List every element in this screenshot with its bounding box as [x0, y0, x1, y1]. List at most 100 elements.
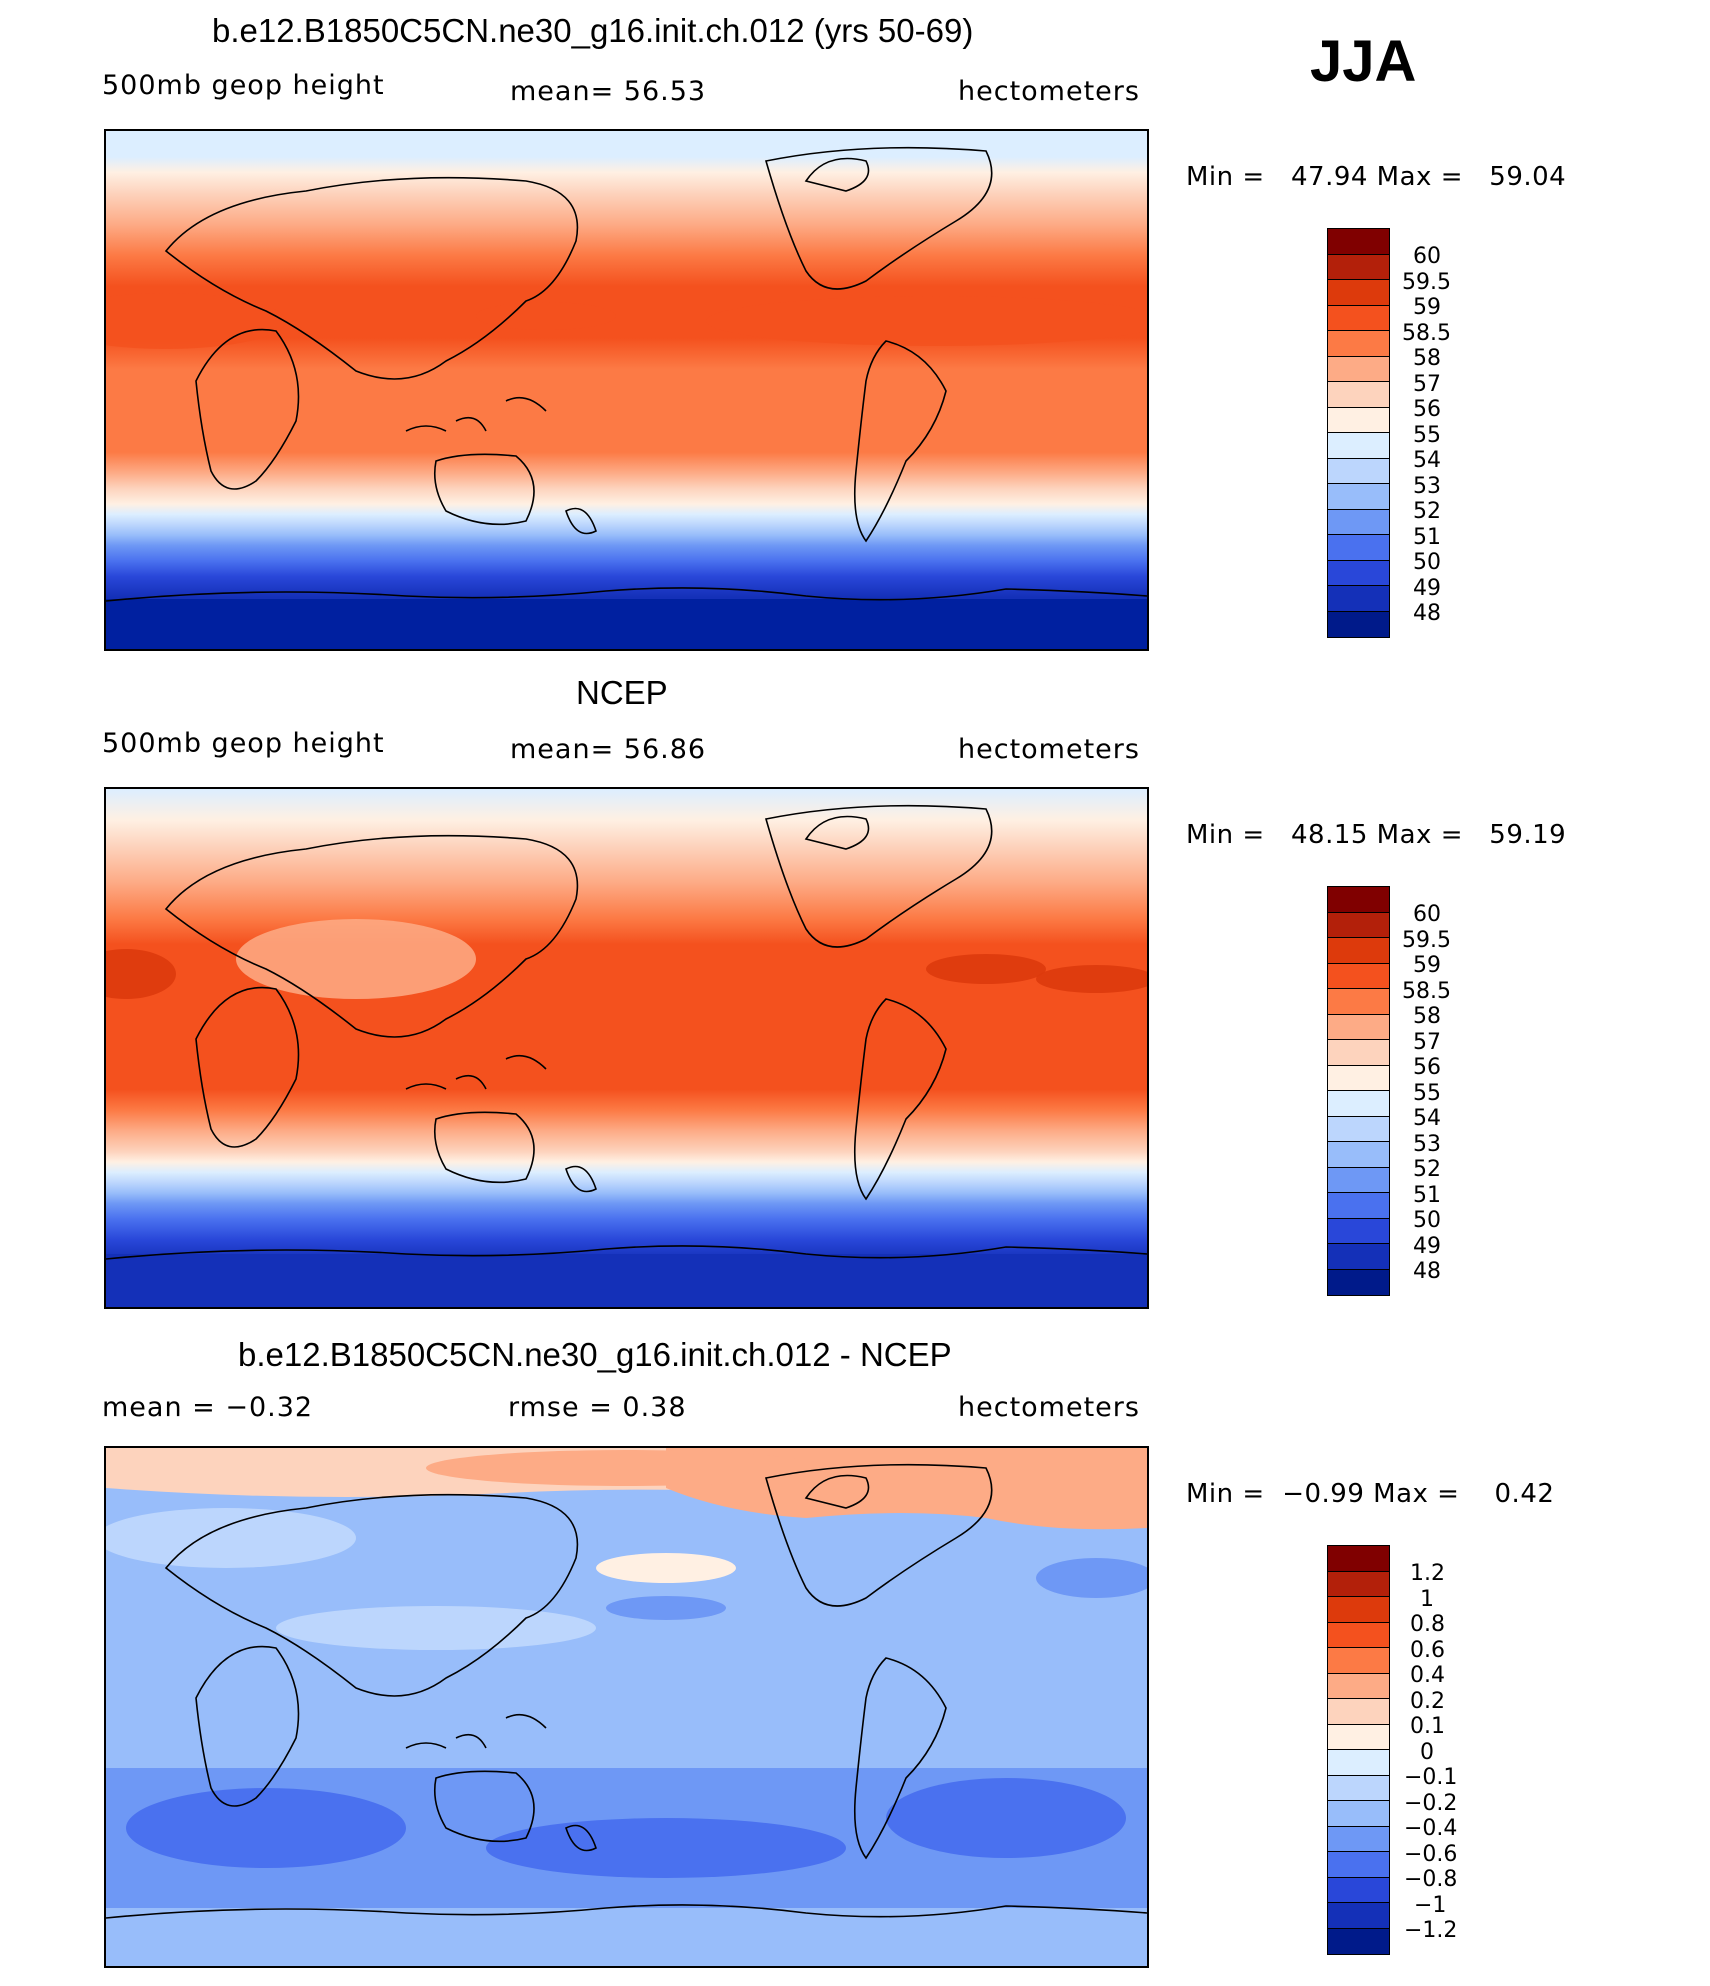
panel1-colorbar-swatch: [1328, 433, 1389, 459]
panel1-colorbar-label: 59: [1413, 295, 1441, 320]
panel3-colorbar-label: −0.4: [1404, 1816, 1458, 1841]
panel3-colorbar-swatch: [1328, 1852, 1389, 1878]
panel2-colorbar-label: 52: [1413, 1157, 1441, 1182]
panel1-colorbar-label: 48: [1413, 601, 1441, 626]
panel1-units: hectometers: [958, 76, 1140, 107]
panel2-colorbar-swatch: [1328, 1167, 1389, 1193]
panel2-map-svg: [106, 789, 1147, 1307]
panel3-colorbar-label: −0.2: [1404, 1791, 1458, 1816]
panel1-colorbar-label: 50: [1413, 550, 1441, 575]
panel1-colorbar-swatch: [1328, 611, 1389, 637]
panel3-colorbar-label: 0: [1420, 1740, 1434, 1765]
panel3-colorbar-swatch: [1328, 1699, 1389, 1725]
panel1-colorbar-swatch: [1328, 458, 1389, 484]
panel2-colorbar-label: 58: [1413, 1004, 1441, 1029]
panel3-colorbar-swatch: [1328, 1724, 1389, 1750]
panel3-colorbar-label: 1: [1420, 1587, 1434, 1612]
panel2-colorbar-swatch: [1328, 1193, 1389, 1219]
panel3-colorbar-label: −0.1: [1404, 1765, 1458, 1790]
panel1-colorbar-swatch: [1328, 229, 1389, 255]
panel3-colorbar-label: 1.2: [1410, 1561, 1445, 1586]
season-label: JJA: [1310, 29, 1417, 94]
panel1-colorbar-label: 57: [1413, 372, 1441, 397]
panel2-colorbar-label: 58.5: [1402, 979, 1451, 1004]
panel2-colorbar: [1327, 886, 1390, 1296]
panel2-colorbar-swatch: [1328, 1269, 1389, 1295]
panel1-colorbar-swatch: [1328, 280, 1389, 306]
panel2-colorbar-label: 55: [1413, 1081, 1441, 1106]
panel2-variable: 500mb geop height: [102, 728, 385, 759]
panel2-colorbar-label: 53: [1413, 1132, 1441, 1157]
coastlines: [106, 146, 1147, 602]
panel3-colorbar-swatch: [1328, 1546, 1389, 1572]
panel2-colorbar-swatch: [1328, 1091, 1389, 1117]
panel2-colorbar-label: 49: [1413, 1234, 1441, 1259]
panel3-colorbar-swatch: [1328, 1903, 1389, 1929]
panel2-colorbar-swatch: [1328, 1218, 1389, 1244]
panel2-colorbar-label: 48: [1413, 1259, 1441, 1284]
panel3-colorbar-label: −0.8: [1404, 1867, 1458, 1892]
panel3-colorbar-swatch: [1328, 1928, 1389, 1954]
panel1-map-svg: [106, 131, 1147, 649]
panel2-colorbar-label: 54: [1413, 1106, 1441, 1131]
panel2-colorbar-swatch: [1328, 912, 1389, 938]
panel2-colorbar-swatch: [1328, 989, 1389, 1015]
panel3-colorbar-swatch: [1328, 1826, 1389, 1852]
panel1-mean: mean= 56.53: [510, 76, 707, 107]
panel2-colorbar-label: 59.5: [1402, 928, 1451, 953]
panel2-colorbar-label: 59: [1413, 953, 1441, 978]
panel1-colorbar-label: 58: [1413, 346, 1441, 371]
panel3-colorbar-swatch: [1328, 1877, 1389, 1903]
panel3-colorbar-swatch: [1328, 1775, 1389, 1801]
panel2-colorbar-swatch: [1328, 938, 1389, 964]
panel1-colorbar-label: 54: [1413, 448, 1441, 473]
panel1-colorbar-label: 49: [1413, 576, 1441, 601]
panel3-colorbar-swatch: [1328, 1648, 1389, 1674]
panel1-colorbar-swatch: [1328, 484, 1389, 510]
coastlines: [106, 1463, 1147, 1919]
panel3-colorbar-swatch: [1328, 1571, 1389, 1597]
panel3-units: hectometers: [958, 1392, 1140, 1423]
panel1-colorbar-swatch: [1328, 382, 1389, 408]
panel3-map-svg: [106, 1448, 1147, 1966]
panel2-units: hectometers: [958, 734, 1140, 765]
panel2-minmax: Min = 48.15 Max = 59.19: [1186, 820, 1567, 850]
panel1-colorbar-label: 60: [1413, 244, 1441, 269]
panel3-colorbar-label: −0.6: [1404, 1842, 1458, 1867]
panel3-colorbar-label: 0.8: [1410, 1612, 1445, 1637]
panel3-mean: mean = −0.32: [102, 1392, 314, 1423]
panel2-colorbar-swatch: [1328, 1244, 1389, 1270]
panel2-title: NCEP: [576, 674, 668, 711]
panel3-minmax: Min = −0.99 Max = 0.42: [1186, 1479, 1555, 1509]
panel1-colorbar-swatch: [1328, 535, 1389, 561]
panel3-colorbar-label: −1: [1414, 1893, 1447, 1918]
panel3-colorbar: [1327, 1545, 1390, 1955]
panel1-title: b.e12.B1850C5CN.ne30_g16.init.ch.012 (yr…: [212, 12, 974, 49]
panel3-colorbar-swatch: [1328, 1801, 1389, 1827]
panel2-colorbar-label: 57: [1413, 1030, 1441, 1055]
panel1-colorbar-label: 56: [1413, 397, 1441, 422]
coastlines: [106, 804, 1147, 1260]
panel1-colorbar-label: 52: [1413, 499, 1441, 524]
panel2-colorbar-swatch: [1328, 963, 1389, 989]
panel3-colorbar-swatch: [1328, 1750, 1389, 1776]
panel1-variable: 500mb geop height: [102, 70, 385, 101]
panel1-colorbar-label: 59.5: [1402, 270, 1451, 295]
panel1-minmax: Min = 47.94 Max = 59.04: [1186, 162, 1567, 192]
panel2-colorbar-label: 50: [1413, 1208, 1441, 1233]
panel1-colorbar-swatch: [1328, 254, 1389, 280]
panel2-colorbar-label: 60: [1413, 902, 1441, 927]
panel1-colorbar-swatch: [1328, 356, 1389, 382]
panel2-colorbar-swatch: [1328, 1040, 1389, 1066]
panel1-colorbar-swatch: [1328, 305, 1389, 331]
panel3-colorbar-swatch: [1328, 1673, 1389, 1699]
panel1-colorbar-label: 55: [1413, 423, 1441, 448]
panel2-map: [104, 787, 1149, 1309]
panel3-colorbar-label: 0.1: [1410, 1714, 1445, 1739]
panel3-map: [104, 1446, 1149, 1968]
panel1-colorbar-label: 58.5: [1402, 321, 1451, 346]
panel1-colorbar-swatch: [1328, 331, 1389, 357]
panel3-colorbar-swatch: [1328, 1622, 1389, 1648]
panel3-colorbar-label: 0.2: [1410, 1689, 1445, 1714]
panel2-colorbar-swatch: [1328, 1116, 1389, 1142]
